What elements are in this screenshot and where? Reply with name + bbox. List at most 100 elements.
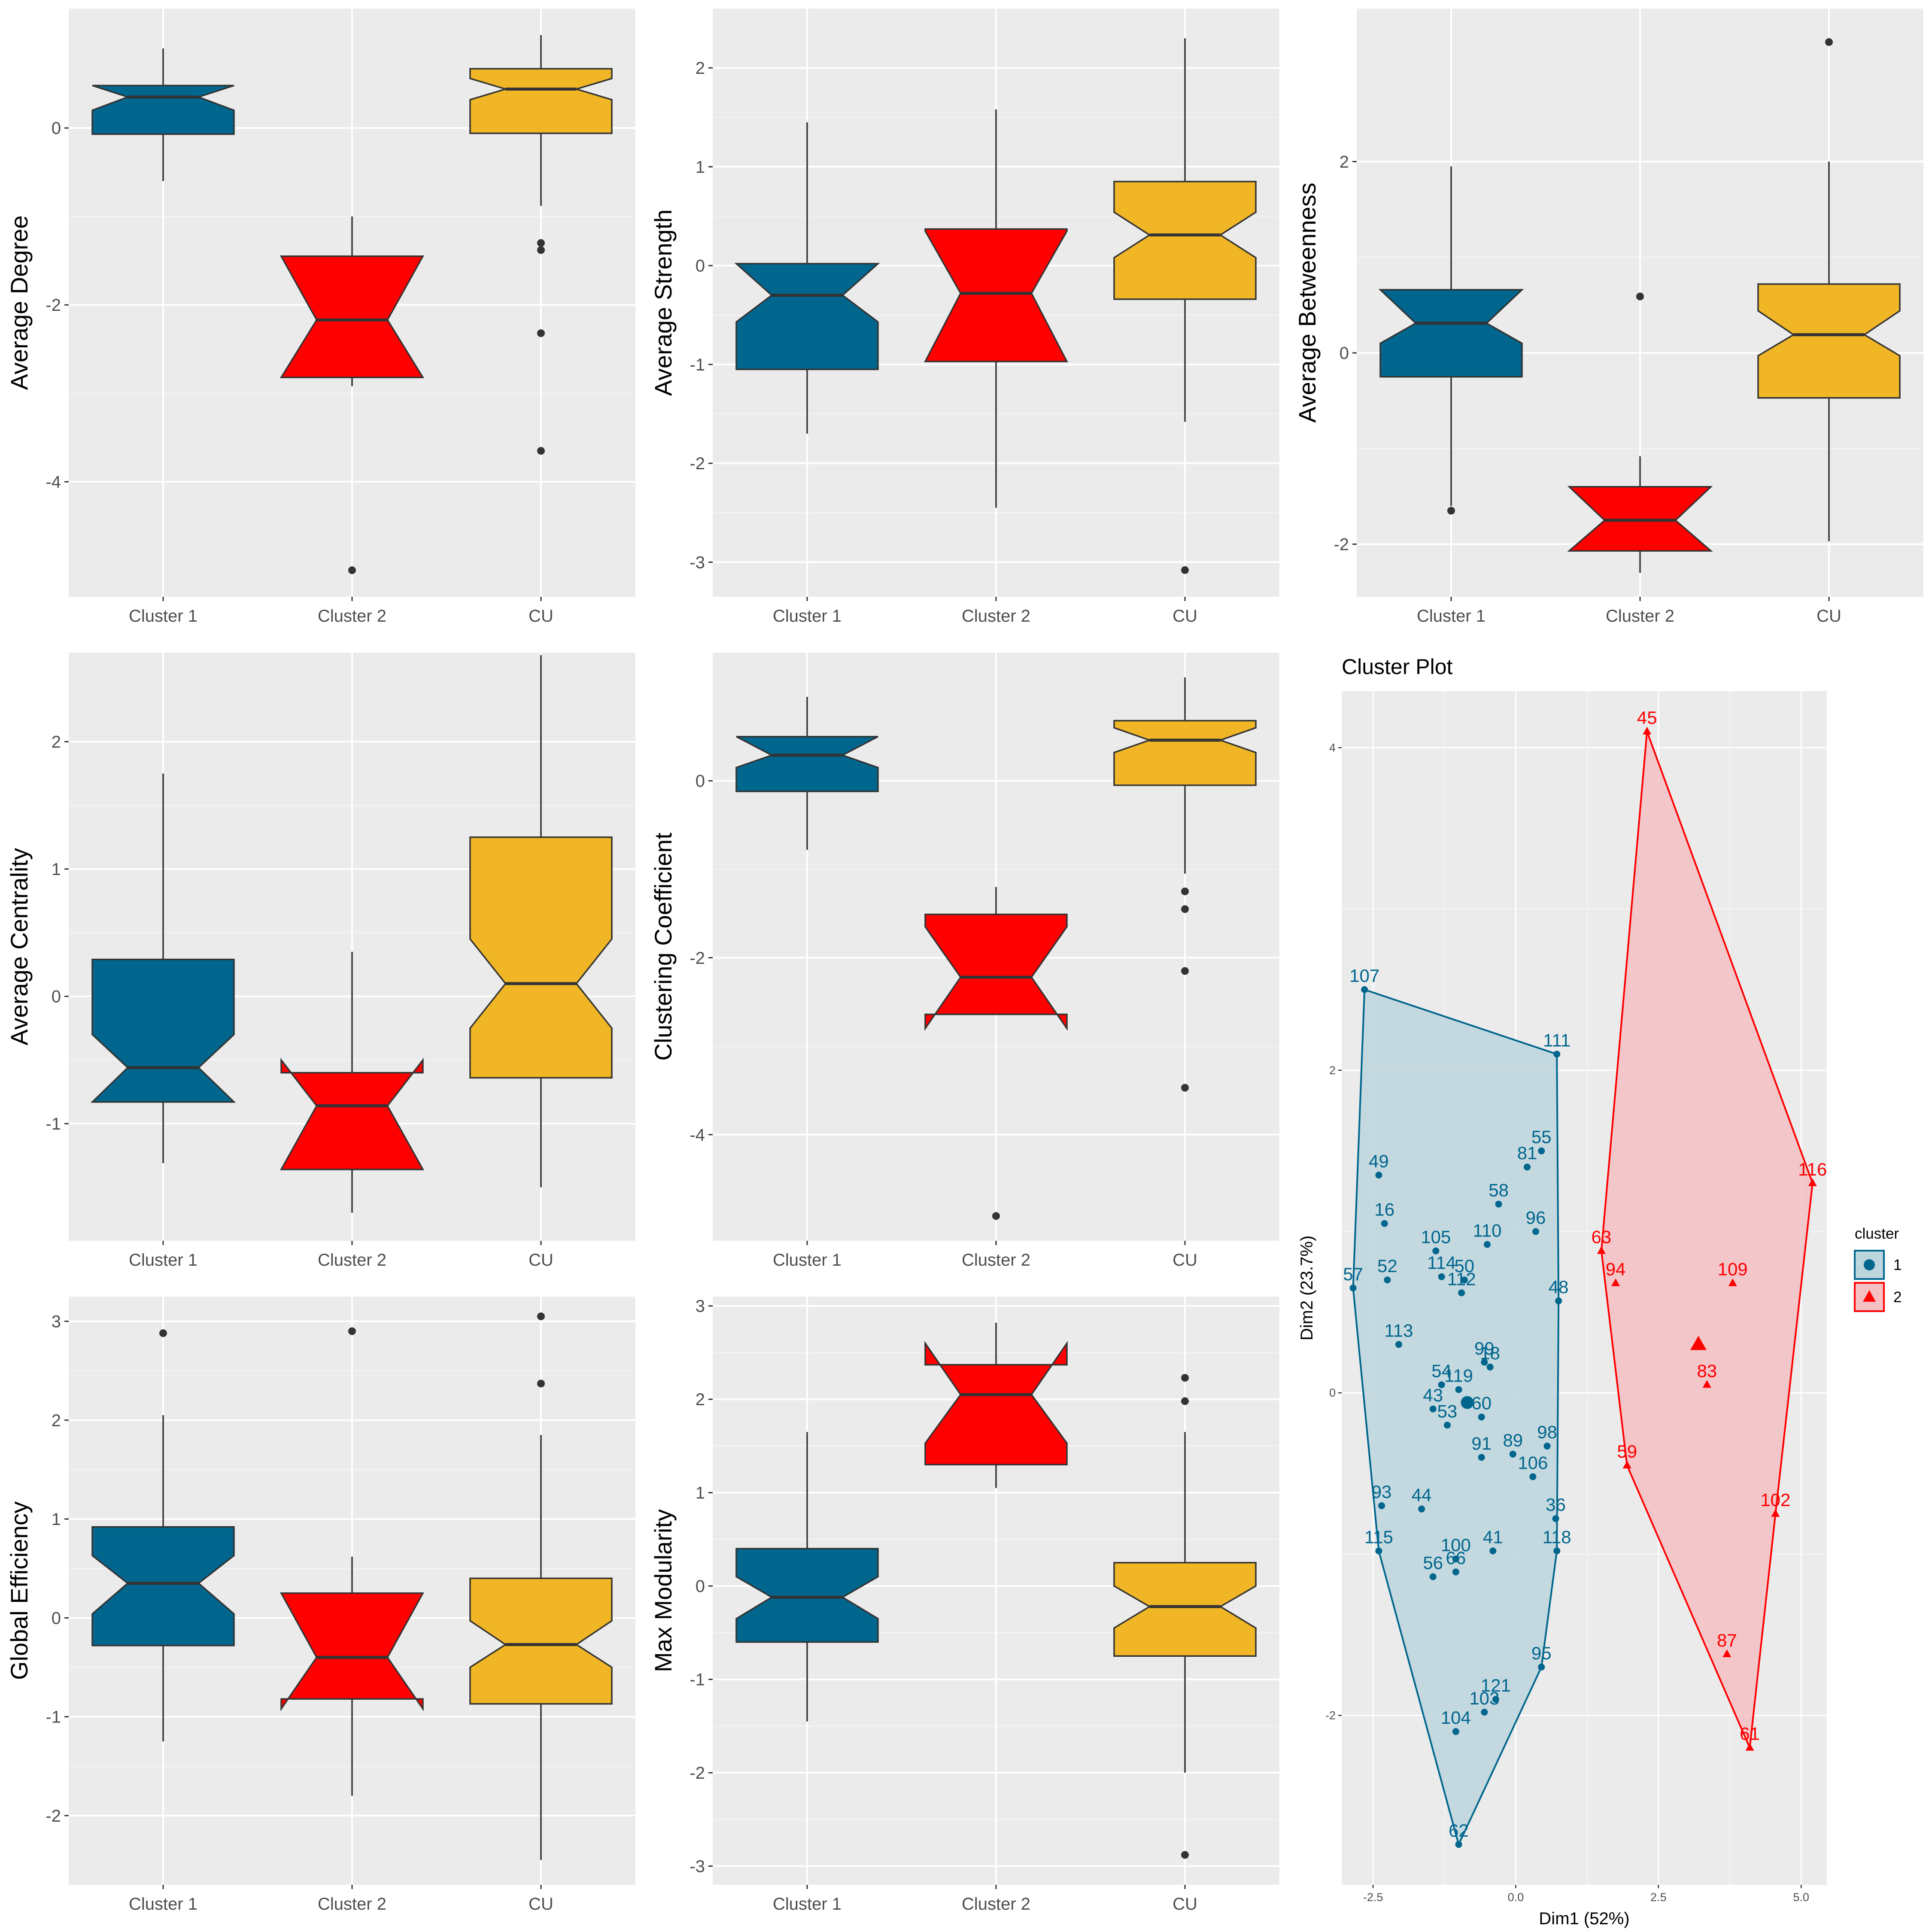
point-label: 60	[1471, 1393, 1492, 1413]
data-point	[1375, 1547, 1382, 1555]
y-axis-title: Global Efficiency	[6, 1501, 33, 1680]
point-label: 61	[1740, 1724, 1760, 1744]
point-label: 57	[1343, 1264, 1363, 1284]
box-cu	[469, 1312, 613, 1860]
y-tick-label: 1	[696, 1484, 705, 1503]
point-label: 62	[1449, 1820, 1469, 1841]
notched-box	[924, 228, 1068, 362]
data-point	[1489, 1547, 1497, 1555]
box-cluster-1	[91, 48, 235, 181]
y-axis-title: Max Modularity	[650, 1509, 677, 1672]
point-label: 49	[1369, 1151, 1389, 1171]
y-axis-title: Average Betweenness	[1294, 182, 1321, 422]
point-label: 94	[1606, 1259, 1626, 1279]
point-label: 53	[1437, 1401, 1458, 1421]
point-label: 66	[1446, 1548, 1466, 1568]
data-point	[1495, 1200, 1502, 1208]
y-axis-title: Dim2 (23.7%)	[1297, 1236, 1316, 1341]
notched-box	[1378, 289, 1524, 378]
box-cu	[1113, 1374, 1257, 1859]
outlier-point	[1181, 967, 1189, 975]
y-tick-label: -2	[46, 296, 61, 315]
y-tick-label: 0	[52, 1609, 61, 1628]
chart-title: Cluster Plot	[1342, 655, 1453, 679]
data-point	[1484, 1241, 1491, 1248]
outlier-point	[348, 1327, 356, 1335]
point-label: 55	[1531, 1127, 1552, 1147]
data-point	[1529, 1473, 1537, 1480]
point-label: 48	[1549, 1277, 1569, 1297]
outlier-point	[1636, 292, 1644, 301]
box-cluster-1	[735, 697, 879, 850]
outlier-point	[1181, 1397, 1189, 1405]
x-tick-label: Cluster 2	[318, 1251, 386, 1270]
x-axis-title: Dim1 (52%)	[1539, 1909, 1629, 1928]
point-label: 98	[1537, 1422, 1557, 1442]
point-label: 104	[1441, 1707, 1471, 1728]
data-point	[1555, 1297, 1562, 1305]
data-point	[1452, 1568, 1459, 1576]
data-point	[1452, 1555, 1459, 1563]
y-tick-label: 0	[696, 257, 705, 276]
outlier-point	[1181, 905, 1189, 913]
outlier-point	[537, 239, 545, 247]
outlier-point	[1181, 887, 1189, 896]
notched-box	[735, 1548, 879, 1643]
y-tick-label: 1	[52, 1510, 61, 1529]
outlier-point	[537, 447, 545, 455]
data-point	[1429, 1573, 1437, 1580]
outlier-point	[1181, 1084, 1189, 1092]
x-tick-label: CU	[529, 607, 553, 626]
y-tick-label: 2	[52, 733, 61, 752]
point-label: 18	[1480, 1343, 1500, 1363]
y-tick-label: -2	[1325, 1709, 1336, 1722]
notched-box	[734, 263, 880, 371]
notched-box	[924, 1341, 1068, 1466]
box-cluster-2	[1567, 292, 1713, 573]
point-label: 118	[1543, 1527, 1571, 1547]
x-tick-label: CU	[529, 1251, 553, 1270]
data-point	[1771, 1509, 1780, 1517]
y-tick-label: -1	[46, 1708, 61, 1727]
data-point	[1728, 1278, 1737, 1286]
outlier-point	[537, 246, 545, 254]
data-point	[1722, 1649, 1732, 1657]
y-tick-label: 0	[52, 987, 61, 1006]
data-point	[1432, 1247, 1440, 1255]
box-cu	[1113, 38, 1257, 574]
data-point	[1543, 1443, 1551, 1450]
x-tick-label: Cluster 1	[1417, 607, 1485, 626]
notched-box	[924, 914, 1068, 1031]
data-point	[1349, 1285, 1357, 1291]
data-point	[1538, 1147, 1545, 1154]
x-tick-label: Cluster 2	[318, 1895, 386, 1914]
point-label: 100	[1441, 1535, 1471, 1555]
data-point	[1478, 1454, 1485, 1461]
y-tick-label: -2	[690, 949, 705, 968]
data-point	[1438, 1381, 1445, 1388]
chart-average-centrality: -1 0 1 2 Cluster 1 Cluster 2 CU Average Central…	[6, 653, 635, 1270]
box-cluster-1	[90, 773, 236, 1163]
notched-box	[1757, 283, 1901, 399]
y-tick-label: 2	[696, 1390, 705, 1409]
point-label: 59	[1617, 1441, 1637, 1461]
y-axis-title: Average Strength	[650, 210, 677, 396]
y-tick-label: 0	[52, 119, 61, 138]
y-tick-label: -2	[1334, 535, 1349, 554]
chart-global-efficiency: -2 -1 0 1 2 3 Cluster 1 Cluster 2 CU Global Effic…	[6, 1297, 635, 1914]
y-tick-label: 2	[696, 59, 705, 78]
outlier-point	[537, 1379, 545, 1388]
point-label: 114	[1427, 1253, 1456, 1273]
data-point	[1384, 1276, 1391, 1284]
point-label: 103	[1469, 1688, 1499, 1708]
point-label: 121	[1481, 1675, 1511, 1695]
y-tick-label: 3	[52, 1312, 61, 1331]
point-label: 106	[1518, 1453, 1548, 1473]
data-point	[1375, 1172, 1382, 1179]
y-tick-label: 0	[696, 1577, 705, 1596]
x-tick-label: CU	[1173, 607, 1197, 626]
chart-clustering-coefficient: -4 -2 0 Cluster 1 Cluster 2 CU Clustering Coef…	[650, 653, 1279, 1270]
data-point	[1418, 1505, 1425, 1513]
point-label: 45	[1637, 708, 1657, 728]
data-point	[1808, 1178, 1817, 1186]
